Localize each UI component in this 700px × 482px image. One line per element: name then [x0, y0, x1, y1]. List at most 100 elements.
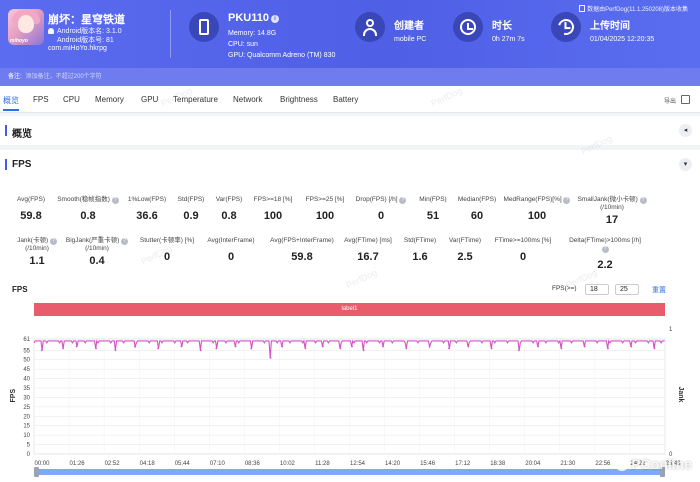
metric-value: 60 [470, 210, 484, 222]
clock-icon [460, 19, 476, 35]
y-tick-label: 45 [23, 367, 30, 373]
app-icon-face [18, 15, 34, 33]
fps-dip-point [322, 345, 324, 348]
y2-tick-label: 1 [669, 327, 673, 333]
metric-value: 100 [527, 210, 547, 222]
help-icon[interactable]: ? [111, 197, 119, 204]
collapse-left-icon[interactable]: ◂ [679, 124, 692, 137]
y-tick-label: 0 [27, 452, 31, 458]
help-icon[interactable]: ? [49, 238, 57, 245]
fps-dip-point [304, 347, 307, 350]
tab-fps[interactable]: FPS [33, 95, 49, 104]
collapse-down-icon[interactable]: ▾ [679, 158, 692, 171]
user-icon [366, 19, 374, 27]
metric-label: MedRange(FPS)[%] ? [497, 196, 577, 204]
section-accent [5, 159, 7, 170]
metric-metrics_row1-6: FPS>=25 [%] 100 [285, 196, 365, 222]
metric-label-line: Avg(FTime) [ms] [344, 237, 392, 244]
fps-dip-point [339, 347, 342, 350]
metric-label: Avg(FPS+InterFrame) [262, 237, 342, 245]
metric-metrics_row2-2: Stutter(卡顿率) [%] 0 [127, 237, 207, 263]
brand-logo: PConline [615, 456, 692, 472]
x-tick-label: 11:28 [315, 461, 330, 467]
x-tick-label: 01:26 [70, 461, 86, 467]
metric-label-line: (/10min) [25, 245, 49, 252]
metric-value: 36.6 [136, 210, 158, 222]
device-cpu: CPU: sun [228, 41, 258, 48]
metric-metrics_row1-11: SmallJank(微小卡顿) ? (/10min) 17 [572, 196, 652, 226]
y2-axis-ticks: 01 [669, 327, 673, 458]
metric-label: Stutter(卡顿率) [%] [127, 237, 207, 245]
overview-section: 概览 ◂ [0, 116, 700, 145]
tab-memory[interactable]: Memory [95, 95, 124, 104]
metric-metrics_row2-9: Delta(FTime)>100ms [/h] ? 2.2 [565, 237, 645, 271]
help-icon[interactable]: ? [399, 197, 407, 204]
export-button[interactable]: 导出 [663, 99, 676, 105]
metric-label-line: FPS>=25 [%] [305, 196, 345, 203]
data-version-text: 数据由PerfDog(11.1.250208)版本收集 [587, 7, 688, 13]
y-tick-label: 15 [23, 424, 30, 430]
tab-temperature[interactable]: Temperature [173, 95, 218, 104]
metric-label-line: Jank(卡顿) [17, 237, 49, 244]
x-axis-ticks: 00:00 01:26 02:52 04:18 05:44 07:10 08:36 10:02… [34, 461, 681, 467]
metric-label: Smooth(稳帧指数) ? [48, 196, 128, 204]
creator-icon-circle [355, 12, 385, 42]
fps-threshold-input-2[interactable]: 25 [615, 284, 639, 295]
metric-label-line: BigJank(严重卡顿) [65, 237, 120, 244]
metric-value: 1.1 [29, 255, 45, 267]
fps-dip-point [62, 347, 64, 350]
fps-dip-point [40, 349, 43, 352]
fps-dip-point [234, 345, 237, 348]
device-name-text: PKU110 [228, 12, 269, 24]
y2-tick-label: 0 [669, 452, 673, 458]
metric-label-line: Smooth(稳帧指数) [57, 196, 110, 203]
export-icon[interactable] [681, 95, 690, 104]
data-version: 数据由PerfDog(11.1.250208)版本收集 [579, 4, 688, 13]
metric-metrics_row1-0: Avg(FPS) 59.8 [0, 196, 71, 222]
metric-label-line: Delta(FTime)>100ms [/h] [569, 237, 641, 244]
metric-metrics_row2-0: Jank(卡顿) ? (/10min) 1.1 [0, 237, 77, 267]
x-tick-label: 07:10 [210, 461, 226, 467]
metric-metrics_row2-4: Avg(FPS+InterFrame) 59.8 [262, 237, 342, 263]
metric-label: Min(FPS) [393, 196, 473, 204]
duration-icon-circle [453, 12, 483, 42]
tab-cpu[interactable]: CPU [63, 95, 80, 104]
help-icon[interactable]: ? [639, 197, 647, 204]
fps-dip-point [180, 345, 183, 348]
tab-brightness[interactable]: Brightness [280, 95, 318, 104]
device-info-icon[interactable]: i [270, 15, 279, 23]
metric-metrics_row1-10: MedRange(FPS)[%] ? 100 [497, 196, 577, 222]
metric-label: 1%Low(FPS) [107, 196, 187, 204]
fps-dip-point [95, 347, 97, 350]
metric-value: 100 [263, 210, 283, 222]
help-icon[interactable]: ? [601, 246, 609, 253]
tab-network[interactable]: Network [233, 95, 263, 104]
remark-input[interactable]: 添加备注，不超过200个字符 [25, 74, 102, 80]
fps-dip-point [250, 347, 253, 350]
help-icon[interactable]: ? [121, 238, 129, 245]
upload-title: 上传时间 [590, 21, 630, 32]
android-version-name: Android版本名: 3.1.0 [57, 28, 122, 35]
label-band[interactable]: label1 [34, 303, 665, 316]
help-icon[interactable]: ? [563, 197, 571, 204]
fps-series-line [33, 339, 665, 358]
scrollbar-handle-left [34, 467, 39, 477]
x-tick-label: 15:46 [420, 461, 436, 467]
y-tick-label: 40 [23, 377, 30, 383]
remark-bar[interactable]: 备注: 添加备注，不超过200个字符 [0, 68, 700, 86]
metric-value: 17 [605, 214, 619, 226]
metric-metrics_row1-1: Smooth(稳帧指数) ? 0.8 [48, 196, 128, 222]
x-tick-label: 21:30 [560, 461, 576, 467]
chart-title: FPS [12, 285, 28, 294]
tab-battery[interactable]: Battery [333, 95, 359, 104]
tab-overview[interactable]: 概览 [3, 96, 19, 111]
fps-threshold-input-1[interactable]: 18 [585, 284, 609, 295]
fps-dip-point [351, 345, 353, 348]
tab-gpu[interactable]: GPU [141, 95, 159, 104]
reset-button[interactable]: 重置 [652, 287, 666, 294]
fps-dip-point [382, 345, 384, 348]
brand-text: PConline [631, 456, 692, 472]
app-package: com.miHoYo.hkrpg [48, 45, 107, 52]
metric-label: FPS>=18 [%] [233, 196, 313, 204]
